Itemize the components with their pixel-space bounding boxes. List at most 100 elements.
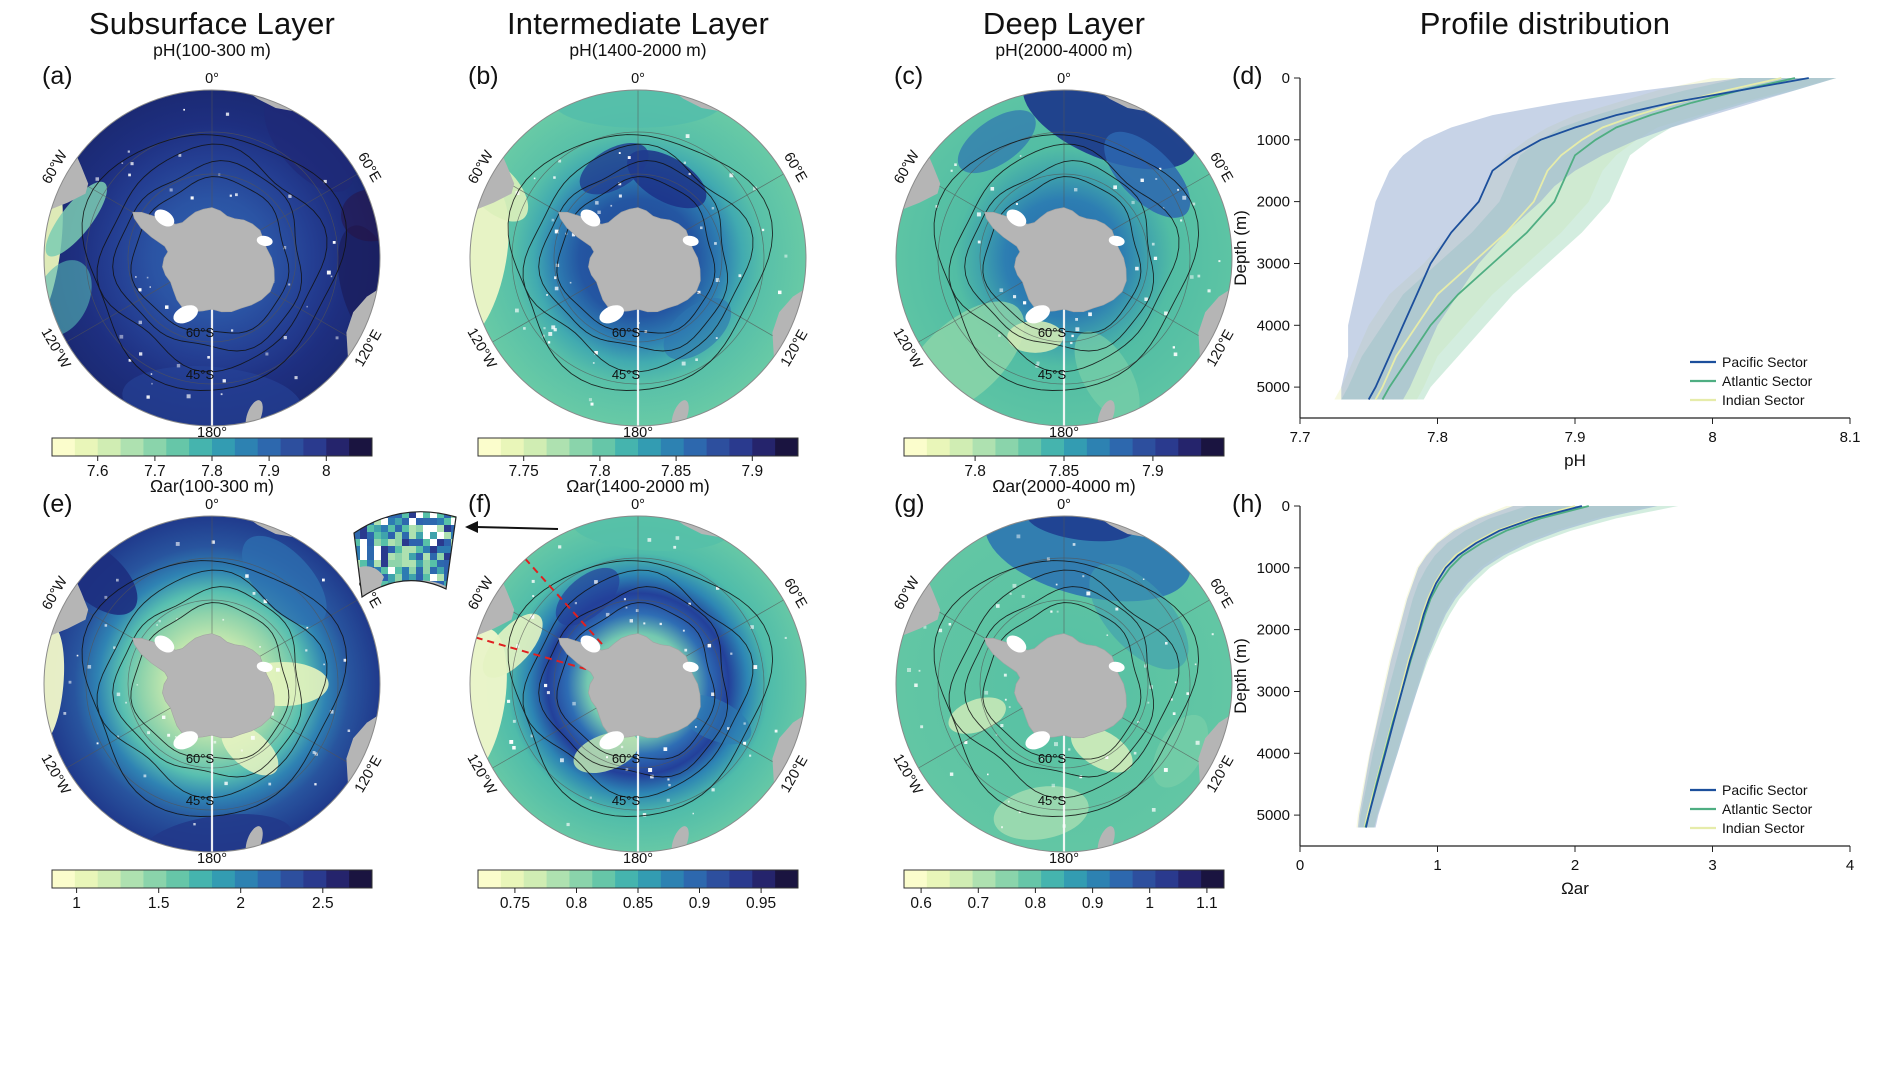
svg-text:180°: 180° <box>1049 851 1079 867</box>
svg-text:0.9: 0.9 <box>689 895 711 912</box>
uncertainty-band <box>1341 78 1837 400</box>
panel-c-colorbar: 7.8 7.85 7.9 <box>894 436 1234 487</box>
svg-text:1000: 1000 <box>1257 132 1290 149</box>
svg-text:7.85: 7.85 <box>661 463 691 480</box>
svg-text:60°S: 60°S <box>1038 325 1067 340</box>
svg-text:2000: 2000 <box>1257 622 1290 639</box>
svg-text:4: 4 <box>1846 857 1854 874</box>
svg-text:0: 0 <box>1282 498 1290 515</box>
profile-line <box>1374 77 1782 400</box>
svg-text:45°S: 45°S <box>186 367 215 382</box>
colorbar-a-svg: 7.6 7.7 7.8 7.9 8 <box>51 437 373 480</box>
svg-text:180°: 180° <box>623 425 653 441</box>
svg-text:45°S: 45°S <box>612 793 641 808</box>
ice-shelf-gaps <box>154 209 273 324</box>
map-rim <box>895 89 1233 427</box>
svg-text:Pacific Sector: Pacific Sector <box>1722 782 1808 798</box>
svg-text:0°: 0° <box>1057 497 1071 513</box>
svg-text:180°: 180° <box>197 851 227 867</box>
svg-text:45°S: 45°S <box>1038 793 1067 808</box>
panel-d-profile-plot: 7.7 7.8 7.9 8 8.1 0 1000 2000 3000 4000 5000 pH Dept… <box>1230 40 1892 475</box>
svg-text:1000: 1000 <box>1257 560 1290 577</box>
panel-e-label: (e) <box>42 490 73 518</box>
map-rim <box>895 515 1233 853</box>
panel-c-map: 0° 60°E 120°E 180° 120°W 60°W 60°S 45°S <box>844 43 1284 478</box>
svg-text:0°: 0° <box>205 71 219 87</box>
svg-text:3000: 3000 <box>1257 256 1290 273</box>
panel-a-colorbar: 7.6 7.7 7.8 7.9 8 <box>42 436 382 487</box>
panel-h-label: (h) <box>1232 490 1263 518</box>
map-rim <box>43 89 381 427</box>
svg-text:7.9: 7.9 <box>1565 429 1586 446</box>
parallel-labels: 60°S 45°S <box>612 751 641 808</box>
svg-text:180°: 180° <box>1049 425 1079 441</box>
parallel-labels: 60°S 45°S <box>186 325 215 382</box>
ice-shelf-gaps <box>1006 635 1125 750</box>
svg-text:0.9: 0.9 <box>1082 895 1104 912</box>
legend: Pacific Sector Atlantic Sector Indian Sect… <box>1690 782 1813 836</box>
x-axis-label: pH <box>1564 451 1586 470</box>
svg-text:8: 8 <box>1708 429 1716 446</box>
svg-text:0.6: 0.6 <box>910 895 932 912</box>
profile-d-svg: 7.7 7.8 7.9 8 8.1 0 1000 2000 3000 4000 5000 pH Dept… <box>1231 70 1860 470</box>
svg-text:2000: 2000 <box>1257 194 1290 211</box>
panel-a-subtitle: pH(100-300 m) <box>153 40 271 60</box>
panel-a-map: 0° 60°E 120°E 180° 120°W 60°W 60°S 45°S <box>0 43 432 478</box>
svg-text:0.75: 0.75 <box>500 895 530 912</box>
panel-d-label: (d) <box>1232 62 1263 90</box>
svg-text:7.75: 7.75 <box>509 463 539 480</box>
svg-text:45°S: 45°S <box>186 793 215 808</box>
svg-text:45°S: 45°S <box>1038 367 1067 382</box>
colorbar-c-svg: 7.8 7.85 7.9 <box>903 437 1225 480</box>
peninsula-inset-map <box>346 497 464 614</box>
colorbar-b-svg: 7.75 7.8 7.85 7.9 <box>477 437 799 480</box>
profile-line <box>1367 77 1809 400</box>
svg-text:4000: 4000 <box>1257 745 1290 762</box>
column-title-subsurface: Subsurface Layer <box>88 6 336 41</box>
y-axis-label: Depth (m) <box>1231 638 1250 714</box>
ocean-anomaly-blobs <box>44 92 380 426</box>
x-axis-label: Ωar <box>1561 879 1589 898</box>
data-gap-speckles <box>507 536 787 827</box>
svg-text:Indian Sector: Indian Sector <box>1722 820 1805 836</box>
svg-text:Indian Sector: Indian Sector <box>1722 392 1805 408</box>
svg-text:1.1: 1.1 <box>1196 895 1218 912</box>
svg-text:60°S: 60°S <box>186 325 215 340</box>
svg-text:7.8: 7.8 <box>964 463 986 480</box>
data-gap-speckles <box>515 134 788 406</box>
panel-g-label: (g) <box>894 490 925 518</box>
svg-text:7.8: 7.8 <box>589 463 611 480</box>
column-title-profile: Profile distribution <box>1419 6 1671 41</box>
svg-text:180°: 180° <box>197 425 227 441</box>
panel-b-colorbar: 7.75 7.8 7.85 7.9 <box>468 436 808 487</box>
panel-c-label: (c) <box>894 62 924 90</box>
svg-text:4000: 4000 <box>1257 317 1290 334</box>
profile-h-svg: 0 1 2 3 4 0 1000 2000 3000 4000 5000 Ωar Depth (m) Pa… <box>1231 498 1854 898</box>
column-title-intermediate: Intermediate Layer <box>506 6 770 41</box>
svg-text:180°: 180° <box>623 851 653 867</box>
svg-text:60°S: 60°S <box>612 325 641 340</box>
panel-f-label: (f) <box>468 490 492 518</box>
svg-text:7.8: 7.8 <box>201 463 223 480</box>
inset-map-svg <box>353 511 457 599</box>
svg-text:3000: 3000 <box>1257 684 1290 701</box>
svg-text:60°S: 60°S <box>612 751 641 766</box>
panel-f-colorbar: 0.75 0.8 0.85 0.9 0.95 <box>468 868 808 919</box>
ocean-anomaly-blobs <box>901 90 1197 422</box>
profile-line <box>1365 505 1583 828</box>
svg-text:5000: 5000 <box>1257 379 1290 396</box>
svg-text:1: 1 <box>1433 857 1441 874</box>
profile-line <box>1381 77 1796 400</box>
inset-border <box>353 511 457 599</box>
column-title-deep: Deep Layer <box>982 6 1146 41</box>
svg-text:0°: 0° <box>631 497 645 513</box>
svg-text:1: 1 <box>1145 895 1154 912</box>
panel-g-colorbar: 0.6 0.7 0.8 0.9 1 1.1 <box>894 868 1234 919</box>
svg-text:3: 3 <box>1708 857 1716 874</box>
svg-text:7.6: 7.6 <box>87 463 109 480</box>
